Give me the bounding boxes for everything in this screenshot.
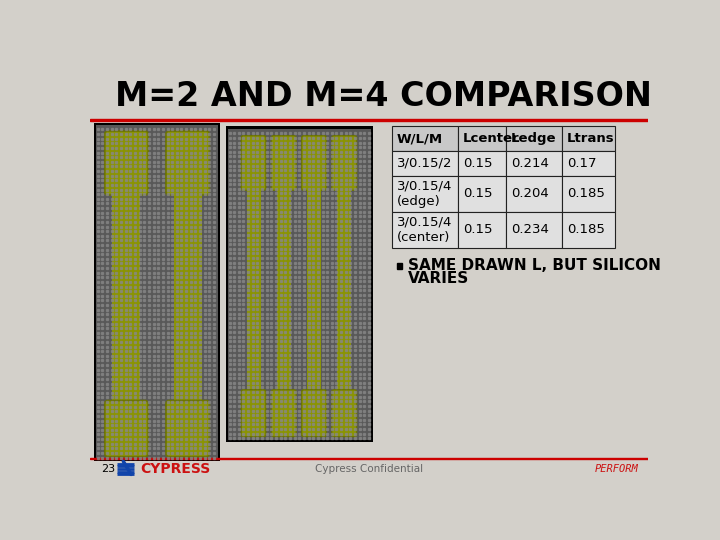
Bar xyxy=(506,151,562,176)
Bar xyxy=(458,151,506,176)
Text: Cypress Confidential: Cypress Confidential xyxy=(315,464,423,474)
Text: 23: 23 xyxy=(101,464,115,474)
FancyBboxPatch shape xyxy=(271,390,296,437)
Bar xyxy=(246,188,261,396)
FancyBboxPatch shape xyxy=(332,136,356,190)
Text: 0.17: 0.17 xyxy=(567,157,596,170)
Text: 0.15: 0.15 xyxy=(463,224,492,237)
FancyBboxPatch shape xyxy=(104,401,148,457)
Bar xyxy=(90,119,648,121)
Text: 0.15: 0.15 xyxy=(463,157,492,170)
FancyBboxPatch shape xyxy=(271,136,296,190)
Text: SAME DRAWN L, BUT SILICON: SAME DRAWN L, BUT SILICON xyxy=(408,258,661,273)
Text: W/L/M: W/L/M xyxy=(397,132,443,145)
Text: 3/0.15/4
(edge): 3/0.15/4 (edge) xyxy=(397,180,452,208)
Bar xyxy=(562,212,615,248)
Text: 0.204: 0.204 xyxy=(510,187,549,200)
Bar xyxy=(90,65,648,119)
Bar xyxy=(392,212,458,248)
Text: Ledge: Ledge xyxy=(510,132,557,145)
Bar xyxy=(506,176,562,212)
Text: 0.214: 0.214 xyxy=(510,157,549,170)
Text: 0.185: 0.185 xyxy=(567,187,605,200)
Bar xyxy=(458,176,506,212)
Bar xyxy=(392,176,458,212)
Bar xyxy=(90,457,648,459)
Bar xyxy=(506,126,562,151)
FancyBboxPatch shape xyxy=(302,136,326,190)
Bar xyxy=(458,126,506,151)
Text: M=2 AND M=4 COMPARISON: M=2 AND M=4 COMPARISON xyxy=(114,80,652,113)
Text: PERFORM: PERFORM xyxy=(595,464,639,474)
Bar xyxy=(397,264,402,269)
Bar xyxy=(392,126,458,151)
Text: 0.185: 0.185 xyxy=(567,224,605,237)
FancyBboxPatch shape xyxy=(332,390,356,437)
Text: 0.234: 0.234 xyxy=(510,224,549,237)
FancyBboxPatch shape xyxy=(166,401,210,457)
Text: Ltrans: Ltrans xyxy=(567,132,614,145)
Bar xyxy=(228,129,371,440)
FancyBboxPatch shape xyxy=(302,390,326,437)
Text: 3/0.15/4
(center): 3/0.15/4 (center) xyxy=(397,216,452,244)
Text: 3/0.15/2: 3/0.15/2 xyxy=(397,157,452,170)
Bar xyxy=(562,126,615,151)
Text: 0.15: 0.15 xyxy=(463,187,492,200)
Text: CYPRESS: CYPRESS xyxy=(140,462,211,476)
FancyBboxPatch shape xyxy=(166,131,210,195)
Bar xyxy=(174,192,202,408)
Bar xyxy=(94,123,220,461)
Bar xyxy=(562,151,615,176)
FancyBboxPatch shape xyxy=(241,136,266,190)
Bar xyxy=(276,188,291,396)
Bar xyxy=(112,192,140,408)
Text: Lcenter: Lcenter xyxy=(463,132,519,145)
FancyBboxPatch shape xyxy=(241,390,266,437)
Bar xyxy=(562,176,615,212)
Bar xyxy=(506,212,562,248)
Text: VARIES: VARIES xyxy=(408,272,469,286)
Bar xyxy=(337,188,351,396)
FancyBboxPatch shape xyxy=(104,131,148,195)
Bar xyxy=(392,151,458,176)
Bar xyxy=(225,126,373,442)
Bar xyxy=(458,212,506,248)
Bar xyxy=(307,188,321,396)
Bar xyxy=(96,125,218,459)
